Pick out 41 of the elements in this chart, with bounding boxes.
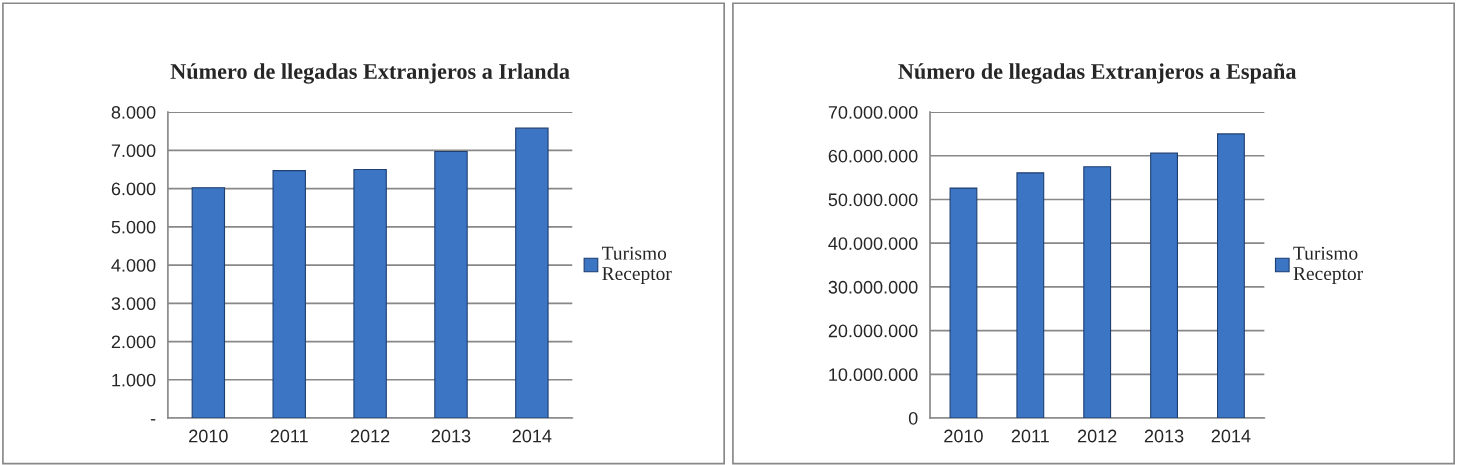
- x-tick-label: 2012: [1078, 429, 1117, 443]
- y-tick-label: 50.000.000: [828, 193, 918, 207]
- y-tick-label: 3.000: [111, 297, 156, 311]
- legend-label: Turismo Receptor: [1293, 246, 1363, 285]
- y-tick-label: 60.000.000: [828, 149, 918, 163]
- x-tick-label: 2013: [1144, 429, 1184, 443]
- y-tick-label: 70.000.000: [828, 106, 918, 119]
- x-tick-label: 2014: [1211, 429, 1251, 443]
- bar: [272, 170, 306, 419]
- y-tick-label: 30.000.000: [828, 280, 918, 294]
- y-tick-label: 8.000: [111, 106, 156, 119]
- bar: [353, 168, 387, 419]
- y-tick-label: 0: [908, 411, 918, 425]
- bar: [515, 127, 549, 419]
- x-tick-label: 2010: [944, 429, 983, 443]
- bar: [191, 187, 226, 419]
- y-tick-label: 1.000: [112, 373, 156, 387]
- chart-title: Número de llegadas Extranjeros a España: [898, 63, 1297, 84]
- x-tick-label: 2014: [512, 429, 552, 443]
- y-tick-label: 7.000: [111, 144, 156, 158]
- x-tick-label: 2010: [189, 429, 228, 443]
- bar: [1083, 166, 1112, 419]
- bar: [1150, 152, 1178, 419]
- y-tick-label: 6.000: [111, 182, 156, 196]
- bar: [434, 150, 468, 419]
- x-tick-label: 2011: [270, 429, 308, 443]
- x-tick-label: 2013: [431, 429, 471, 443]
- y-tick-label: 40.000.000: [828, 237, 918, 250]
- chart-title: Número de llegadas Extranjeros a Irlanda: [170, 63, 570, 84]
- bar: [1016, 172, 1045, 419]
- y-tick-label: 20.000.000: [828, 324, 918, 338]
- bar: [949, 187, 978, 419]
- legend-label: Turismo Receptor: [601, 246, 672, 285]
- y-tick-label: -: [150, 419, 156, 421]
- y-tick-label: 2.000: [111, 335, 156, 349]
- y-tick-label: 10.000.000: [829, 368, 918, 382]
- y-tick-label: 4.000: [111, 258, 156, 272]
- x-tick-label: 2011: [1011, 429, 1049, 443]
- x-tick-label: 2012: [350, 429, 390, 443]
- bar: [1216, 133, 1245, 419]
- y-tick-label: 5.000: [111, 220, 156, 234]
